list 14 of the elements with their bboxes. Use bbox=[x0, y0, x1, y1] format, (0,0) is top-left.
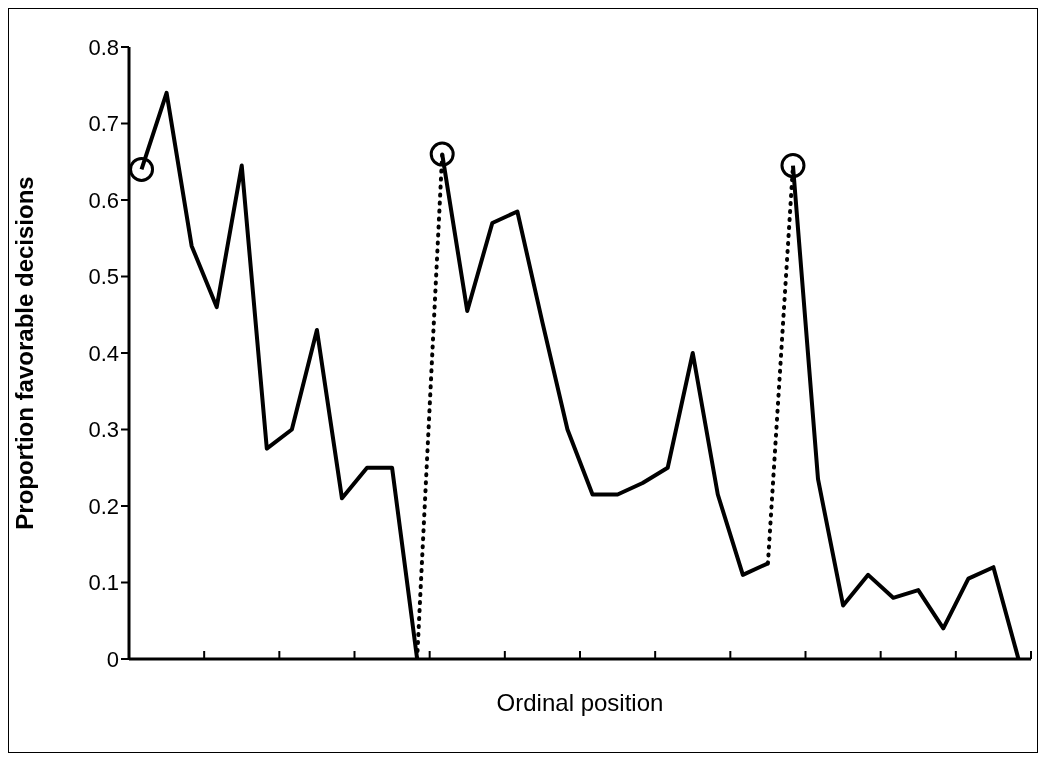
point bbox=[780, 153, 806, 179]
x-axis-title: Ordinal position bbox=[496, 689, 664, 716]
point bbox=[429, 141, 455, 167]
y-tick-label: 0.7 bbox=[88, 111, 119, 137]
y-tick-label: 0.2 bbox=[88, 493, 119, 519]
y-tick-label: 0.5 bbox=[88, 264, 119, 290]
y-tick-label: 0.1 bbox=[88, 570, 119, 596]
point bbox=[129, 156, 155, 182]
y-axis-title: Proportion favorable decisions bbox=[10, 176, 38, 530]
y-tick-label: 0.8 bbox=[88, 34, 119, 60]
y-tick-label: 0.3 bbox=[88, 417, 119, 443]
y-tick-label: 0.6 bbox=[88, 187, 119, 213]
y-tick-label: 0.4 bbox=[88, 340, 119, 366]
y-tick-label: 0 bbox=[106, 646, 119, 672]
